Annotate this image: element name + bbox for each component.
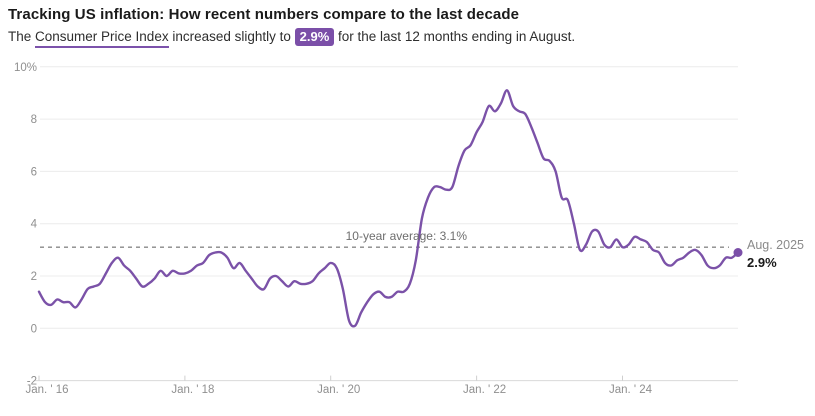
- latest-point-dot: [733, 248, 743, 257]
- x-axis-tick-label: Jan. ' 16: [25, 384, 68, 396]
- y-axis-tick-label: 0: [31, 323, 37, 335]
- x-axis-tick-label: Jan. ' 24: [609, 384, 653, 396]
- latest-point-date: Aug. 2025: [747, 238, 804, 252]
- y-axis-tick-label: -2: [27, 376, 37, 388]
- y-axis-tick-label: 8: [31, 114, 37, 126]
- x-axis-tick-label: Jan. ' 18: [171, 384, 214, 396]
- x-axis-tick-label: Jan. ' 22: [463, 384, 506, 396]
- subtitle-mid: increased slightly to: [168, 29, 295, 44]
- cpi-link[interactable]: Consumer Price Index: [35, 29, 169, 48]
- subtitle-suffix: for the last 12 months ending in August.: [334, 29, 576, 44]
- y-axis-tick-label: 6: [31, 166, 37, 178]
- y-axis-tick-label: 10%: [14, 62, 37, 74]
- cpi-line: [37, 89, 740, 328]
- x-axis-tick-label: Jan. ' 20: [317, 384, 360, 396]
- subtitle-prefix: The: [8, 29, 36, 44]
- subtitle: The Consumer Price Index increased sligh…: [8, 28, 576, 48]
- y-axis-tick-label: 2: [31, 271, 37, 283]
- average-line-label: 10-year average: 3.1%: [345, 229, 467, 243]
- page-title: Tracking US inflation: How recent number…: [8, 6, 520, 23]
- y-axis-tick-label: 4: [31, 219, 38, 231]
- cpi-value-badge: 2.9%: [294, 28, 335, 46]
- latest-point-value: 2.9%: [747, 255, 777, 270]
